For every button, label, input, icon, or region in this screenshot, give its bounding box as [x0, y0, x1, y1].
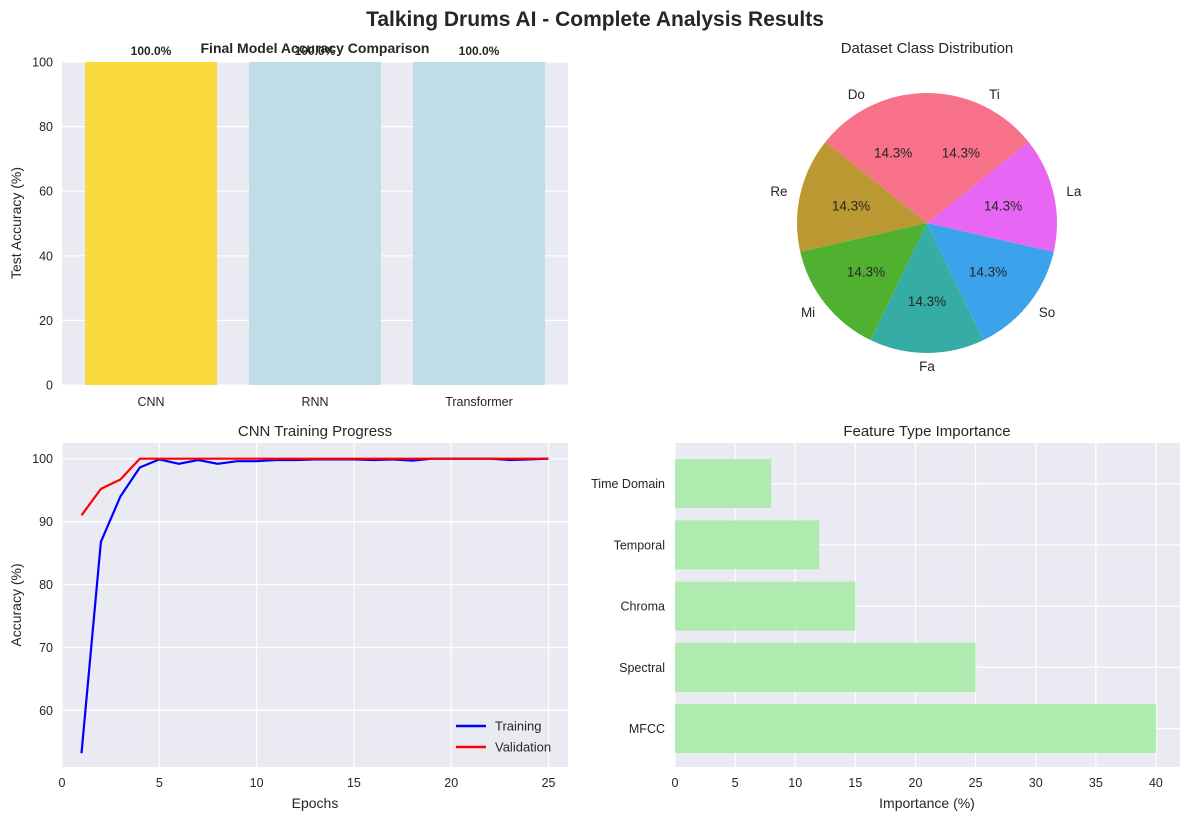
pie-slice-do: [825, 92, 927, 223]
hbar-chart-title: Feature Type Importance: [843, 423, 1010, 440]
bar-chart-ytick-label: 60: [39, 185, 53, 199]
line-chart-xtick-label: 25: [542, 776, 556, 790]
training-progress-chart: 60 70 80 90 100 0 5 10 15 20 25 CNN Training Progr…: [8, 423, 568, 811]
pie-slice-ti: [927, 93, 1029, 223]
hbar-chart-xtick-label: 30: [1029, 776, 1043, 790]
legend-label: Training: [495, 719, 541, 734]
pie-percent-label: 14.3%: [969, 265, 1007, 280]
bar-data-label: 100.0%: [295, 44, 336, 58]
line-chart-xtick-label: 15: [347, 776, 361, 790]
hbar-chart-xtick-label: 15: [848, 776, 862, 790]
hbar-chart-ytick-label: Temporal: [614, 538, 665, 552]
line-chart-xtick-label: 0: [59, 776, 66, 790]
pie-slice-label: Fa: [919, 359, 935, 374]
pie-slice-fa: [870, 223, 984, 353]
hbar-chart-ytick-label: Time Domain: [591, 477, 665, 491]
bar-data-label: 100.0%: [459, 44, 500, 58]
line-chart-xtick-label: 5: [156, 776, 163, 790]
bar-cnn: [85, 62, 217, 385]
pie-slice-label: Do: [848, 87, 865, 102]
line-chart-ytick-label: 90: [39, 515, 53, 529]
accuracy-bar-chart: 100.0% 100.0% 100.0% 0 20 40 60 80 100 CNN RNN Tra…: [8, 40, 568, 409]
bar-chart-ytick-label: 100: [32, 56, 53, 70]
hbar-mfcc: [675, 704, 1156, 753]
hbar-chart-xtick-label: 35: [1089, 776, 1103, 790]
hbar-chart-xtick-label: 20: [909, 776, 923, 790]
line-chart-title: CNN Training Progress: [238, 423, 392, 440]
bar-chart-xtick-label: RNN: [301, 395, 328, 409]
hbar-chart-xtick-label: 40: [1149, 776, 1163, 790]
pie-slice-re: [797, 141, 927, 252]
hbar-chroma: [675, 581, 856, 631]
hbar-spectral: [675, 642, 976, 692]
hbar-chart-xtick-label: 0: [672, 776, 679, 790]
hbar-chart-xtick-label: 10: [788, 776, 802, 790]
hbar-chart-ytick-label: MFCC: [629, 722, 665, 736]
bar-chart-ytick-label: 0: [46, 379, 53, 393]
line-chart-xtick-label: 20: [444, 776, 458, 790]
bar-rnn: [249, 62, 381, 385]
pie-slice-mi: [800, 223, 927, 341]
hbar-chart-ytick-label: Spectral: [619, 661, 665, 675]
line-chart-ytick-label: 70: [39, 641, 53, 655]
line-chart-ytick-label: 80: [39, 578, 53, 592]
hbar-chart-xtick-label: 25: [969, 776, 983, 790]
bar-chart-xtick-label: CNN: [137, 395, 164, 409]
hbar-chart-xtick-label: 5: [732, 776, 739, 790]
line-chart-ytick-label: 100: [32, 452, 53, 466]
series-line-validation: [80, 457, 549, 516]
pie-percent-label: 14.3%: [942, 146, 980, 161]
hbar-chart-xlabel: Importance (%): [879, 795, 975, 811]
bar-chart-ytick-label: 40: [39, 249, 53, 263]
line-chart-plot-area: [62, 443, 568, 767]
pie-slice-label: La: [1066, 184, 1082, 199]
pie-percent-label: 14.3%: [908, 294, 946, 309]
pie-percent-label: 14.3%: [984, 199, 1022, 214]
pie-slice-label: Mi: [801, 305, 815, 320]
feature-importance-chart: 0 5 10 15 20 25 30 35 40 MFCC Spectral Chroma Tempor…: [591, 423, 1180, 811]
pie-percent-label: 14.3%: [874, 146, 912, 161]
bar-chart-title: Final Model Accuracy Comparison: [201, 40, 430, 56]
pie-slice-so: [927, 223, 1054, 341]
pie-slice-label: Re: [770, 184, 787, 199]
hbar-time-domain: [675, 459, 772, 509]
bar-chart-xtick-label: Transformer: [445, 395, 513, 409]
line-chart-legend: Training Validation: [456, 719, 551, 755]
legend-label: Validation: [495, 740, 551, 755]
bar-chart-ylabel: Test Accuracy (%): [8, 167, 24, 279]
pie-slice-label: So: [1039, 305, 1056, 320]
class-distribution-pie: Dataset Class Distribution Do 14.3% Re 14.3…: [770, 40, 1082, 374]
bar-transformer: [413, 62, 545, 385]
hbar-temporal: [675, 520, 820, 570]
pie-slice-la: [927, 141, 1057, 252]
pie-chart-title: Dataset Class Distribution: [841, 40, 1014, 57]
bar-data-label: 100.0%: [131, 44, 172, 58]
pie-percent-label: 14.3%: [832, 199, 870, 214]
line-chart-ylabel: Accuracy (%): [8, 563, 24, 646]
line-chart-xtick-label: 10: [250, 776, 264, 790]
hbar-chart-ytick-label: Chroma: [621, 600, 666, 614]
pie-percent-label: 14.3%: [847, 265, 885, 280]
bar-chart-ytick-label: 80: [39, 120, 53, 134]
bar-chart-ytick-label: 20: [39, 314, 53, 328]
line-chart-ytick-label: 60: [39, 704, 53, 718]
line-chart-xlabel: Epochs: [292, 795, 339, 811]
pie-slice-label: Ti: [989, 87, 1000, 102]
figure-suptitle: Talking Drums AI - Complete Analysis Res…: [366, 8, 824, 31]
